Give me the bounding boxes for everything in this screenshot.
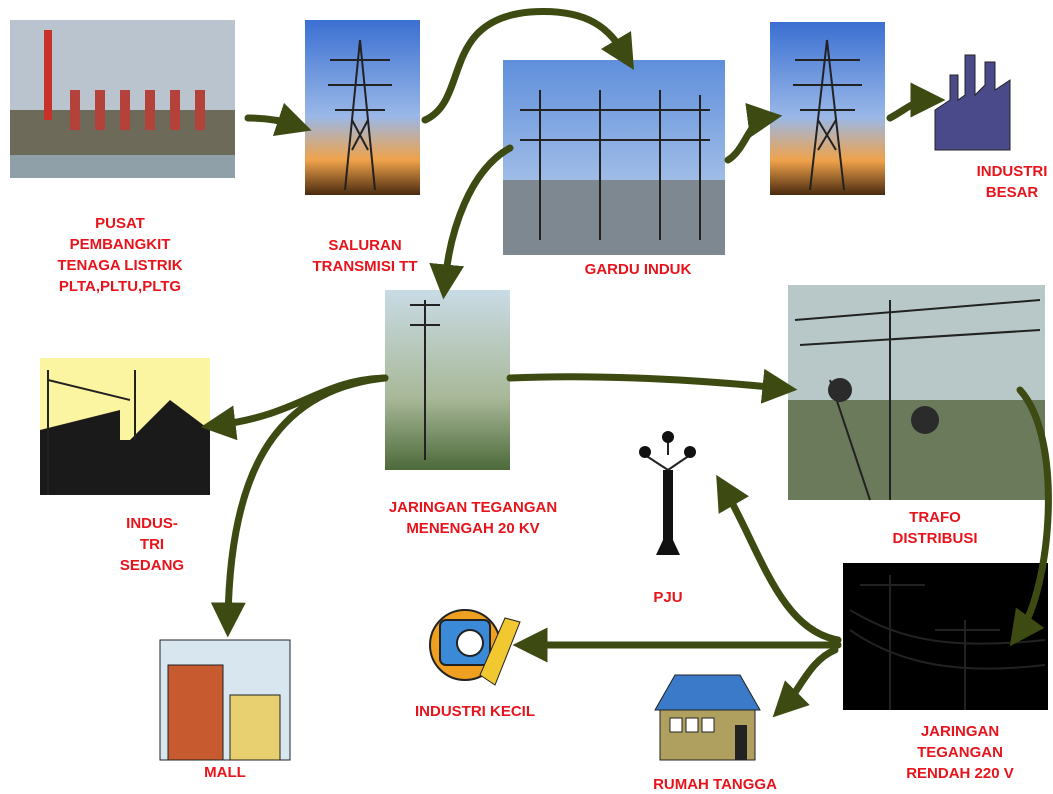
node-label: PEMBANGKIT xyxy=(70,236,171,253)
node-label: PUSAT xyxy=(95,215,145,232)
power-plant-image xyxy=(10,20,235,178)
distribution-transformer-image xyxy=(788,285,1045,500)
node-label: MENENGAH 20 KV xyxy=(406,520,539,537)
mall-image xyxy=(160,640,290,760)
node-label: SEDANG xyxy=(120,557,184,574)
node-label: SALURAN xyxy=(328,237,401,254)
node-label: PJU xyxy=(653,589,682,606)
node-label: GARDU INDUK xyxy=(585,261,692,278)
arrow xyxy=(725,490,838,640)
arrow xyxy=(445,148,510,282)
arrow xyxy=(228,378,385,620)
low-voltage-network-image xyxy=(843,563,1048,710)
node-label: PLTA,PLTU,PLTG xyxy=(59,278,181,295)
node-label: TRANSMISI TT xyxy=(313,258,418,275)
node-label: RUMAH TANGGA xyxy=(653,776,777,793)
transmission-tower-image xyxy=(770,22,885,195)
node-label: INDUSTRI xyxy=(977,163,1048,180)
node-label: RENDAH 220 V xyxy=(906,765,1014,782)
node-label: JARINGAN TEGANGAN xyxy=(389,499,557,516)
arrow xyxy=(510,377,780,388)
medium-voltage-pole-image xyxy=(385,290,510,470)
arrow xyxy=(728,118,765,160)
street-light-icon xyxy=(639,431,696,555)
node-label: TEGANGAN xyxy=(917,744,1003,761)
arrow xyxy=(785,650,835,705)
factory-icon xyxy=(935,55,1010,150)
house-icon xyxy=(655,675,760,760)
arrow xyxy=(890,100,928,118)
node-label: INDUSTRI KECIL xyxy=(415,703,535,720)
node-label: BESAR xyxy=(986,184,1039,201)
diagram: PUSAT PEMBANGKIT TENAGA LISTRIK PLTA,PLTU,P… xyxy=(0,0,1053,794)
node-label: INDUS- xyxy=(126,515,178,532)
node-label: TRAFO xyxy=(909,509,961,526)
node-label: TENAGA LISTRIK xyxy=(57,257,182,274)
arrow xyxy=(248,118,295,125)
substation-image xyxy=(503,60,725,255)
node-label: DISTRIBUSI xyxy=(892,530,977,547)
node-label: MALL xyxy=(204,764,246,781)
small-industry-icon xyxy=(430,610,520,685)
medium-industry-image xyxy=(40,358,210,495)
transmission-tower-image xyxy=(305,20,420,195)
node-label: JARINGAN xyxy=(921,723,999,740)
node-label: TRI xyxy=(140,536,164,553)
